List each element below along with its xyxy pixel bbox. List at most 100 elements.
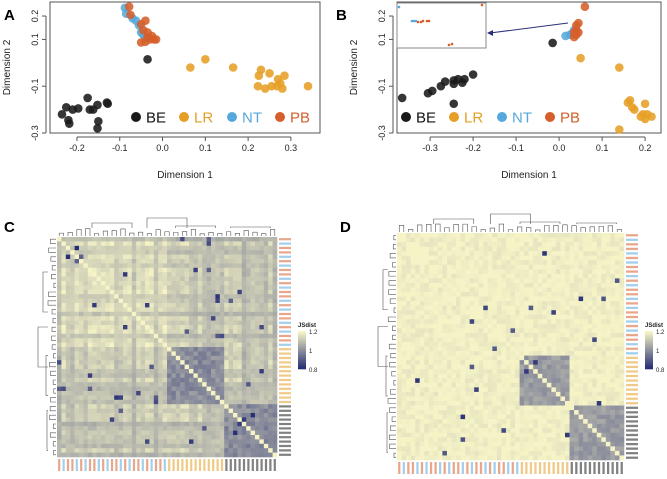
heatmap-cell <box>65 417 71 423</box>
heatmap-cell <box>171 325 177 330</box>
heatmap-cell <box>574 337 579 343</box>
heatmap-cell <box>546 364 552 370</box>
heatmap-cell <box>105 329 111 335</box>
heatmap-cell <box>184 373 190 379</box>
heatmap-cell <box>263 377 269 383</box>
heatmap-cell <box>145 351 150 357</box>
heatmap-cell <box>424 305 430 311</box>
heatmap-cell <box>145 430 150 436</box>
heatmap-cell <box>528 369 534 375</box>
heatmap-cell <box>167 417 172 423</box>
heatmap-cell <box>241 333 247 339</box>
heatmap-cell <box>149 351 155 357</box>
heatmap-cell <box>175 452 181 458</box>
heatmap-cell <box>601 287 607 293</box>
row-label <box>279 299 291 302</box>
heatmap-cell <box>149 289 155 295</box>
heatmap-cell <box>601 246 607 252</box>
heatmap-cell <box>578 278 584 284</box>
heatmap-cell <box>505 428 511 434</box>
heatmap-cell <box>428 233 434 238</box>
heatmap-cell <box>140 377 146 383</box>
column-label <box>84 459 87 471</box>
heatmap-cell <box>610 251 616 256</box>
heatmap-cell <box>237 448 243 453</box>
heatmap-cell <box>446 255 452 261</box>
heatmap-cell <box>153 417 159 423</box>
heatmap-cell <box>87 426 93 431</box>
heatmap-cell <box>211 430 216 436</box>
heatmap-cell <box>564 346 570 352</box>
heatmap-cell <box>437 387 443 393</box>
heatmap-cell <box>410 423 416 429</box>
heatmap-cell <box>496 410 502 415</box>
heatmap-cell <box>105 452 111 458</box>
heatmap-cell <box>510 251 516 256</box>
heatmap-cell <box>197 364 203 370</box>
heatmap-cell <box>515 405 520 411</box>
heatmap-cell <box>419 233 425 238</box>
heatmap-cell <box>241 426 247 431</box>
heatmap-cell <box>587 328 593 334</box>
heatmap-cell <box>542 414 548 420</box>
heatmap-cell <box>433 264 439 270</box>
heatmap-cell <box>460 423 466 429</box>
heatmap-cell <box>592 373 598 379</box>
heatmap-cell <box>460 428 466 434</box>
heatmap-cell <box>167 408 172 414</box>
heatmap-cell <box>533 264 539 270</box>
heatmap-cell <box>92 417 97 423</box>
heatmap-cell <box>415 323 420 329</box>
heatmap-cell <box>228 369 234 374</box>
heatmap-cell <box>250 254 256 260</box>
heatmap-cell <box>109 377 115 383</box>
heatmap-cell <box>180 426 185 431</box>
heatmap-cell <box>601 355 607 361</box>
heatmap-cell <box>114 404 119 409</box>
heatmap-cell <box>219 289 225 295</box>
heatmap-cell <box>515 378 520 384</box>
heatmap-cell <box>614 260 620 266</box>
heatmap-cell <box>451 273 457 279</box>
heatmap-cell <box>79 241 84 247</box>
heatmap-cell <box>114 399 119 405</box>
heatmap-cell <box>79 329 84 335</box>
heatmap-cell <box>233 289 238 295</box>
heatmap-cell <box>483 364 489 370</box>
heatmap-cell <box>193 391 199 396</box>
heatmap-cell <box>555 305 561 311</box>
heatmap-cell <box>569 351 575 356</box>
heatmap-cell <box>569 314 575 320</box>
point-BE <box>548 38 557 48</box>
heatmap-cell <box>241 351 247 357</box>
heatmap-cell <box>228 395 234 401</box>
heatmap-cell <box>74 364 80 370</box>
heatmap-cell <box>560 233 566 238</box>
heatmap-cell <box>211 443 216 449</box>
heatmap-cell <box>528 341 534 347</box>
heatmap-cell <box>465 296 470 302</box>
heatmap-cell <box>469 423 475 429</box>
heatmap-cell <box>564 255 570 261</box>
heatmap-cell <box>233 439 238 445</box>
heatmap-cell <box>460 319 466 325</box>
heatmap-cell <box>474 287 480 293</box>
heatmap-cell <box>483 423 489 429</box>
heatmap-cell <box>87 351 93 357</box>
heatmap-cell <box>401 378 407 384</box>
heatmap-cell <box>401 314 407 320</box>
heatmap-cell <box>149 237 155 242</box>
heatmap-cell <box>158 417 163 423</box>
heatmap-cell <box>96 386 102 392</box>
heatmap-cell <box>415 310 420 316</box>
heatmap-cell <box>237 250 243 255</box>
heatmap-cell <box>546 310 552 316</box>
heatmap-cell <box>184 443 190 449</box>
heatmap-cell <box>114 413 119 418</box>
heatmap-cell <box>272 360 278 365</box>
heatmap-cell <box>79 355 84 361</box>
heatmap-cell <box>211 417 216 423</box>
heatmap-cell <box>202 237 207 242</box>
heatmap-cell <box>460 341 466 347</box>
